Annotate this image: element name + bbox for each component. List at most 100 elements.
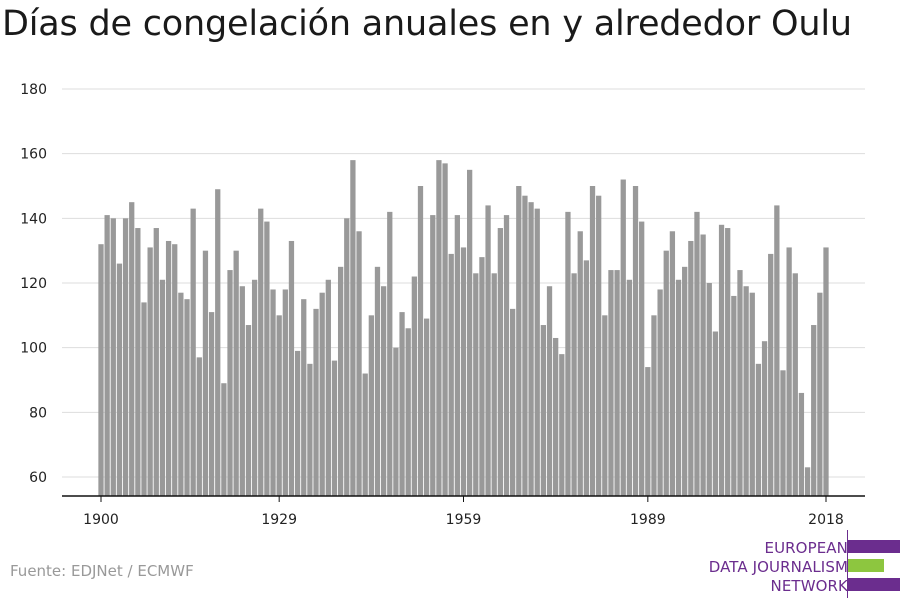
bar-1987 [632,186,639,496]
bar-1967 [510,308,516,496]
bar-1997 [694,211,700,496]
bar-2014 [798,392,805,496]
bar-1913 [178,292,184,496]
y-tick-label-160: 160 [20,147,47,163]
source-note: Fuente: EDJNet / ECMWF [10,562,194,580]
bar-1927 [264,221,270,496]
bar-1935 [313,308,319,496]
bar-1950 [405,328,411,496]
bar-2000 [712,331,719,496]
bar-1924 [245,325,252,496]
bar-1984 [614,270,620,496]
bar-1979 [583,260,590,496]
x-tick-label-1989: 1989 [630,512,666,528]
bar-1988 [639,221,645,496]
bar-1933 [301,299,307,496]
bar-1986 [626,279,633,496]
bar-1938 [331,360,338,496]
bar-1917 [202,250,209,496]
bar-1996 [688,240,694,496]
bar-1953 [423,318,430,496]
bar-1963 [485,205,491,496]
bar-1934 [307,363,313,496]
bar-1964 [491,273,497,496]
bar-2010 [774,205,780,496]
bar-2011 [780,370,786,496]
bar-2016 [811,325,817,496]
bar-2006 [749,292,755,496]
bar-1947 [387,211,393,496]
bar-2001 [718,224,725,497]
bar-1932 [294,350,301,496]
bar-2017 [817,292,823,496]
logo-rule [847,530,848,598]
bar-1937 [325,279,331,496]
bar-1968 [516,186,522,496]
bar-1960 [467,169,473,496]
bar-1992 [663,250,669,496]
bar-1990 [651,315,657,496]
bar-1982 [602,315,608,496]
bar-1976 [565,211,571,496]
bar-1999 [706,283,712,496]
bar-1970 [528,202,534,497]
y-tick-label-60: 60 [29,470,47,486]
bar-1966 [503,215,510,496]
bar-1971 [534,208,540,496]
y-tick-label-180: 180 [20,82,47,98]
logo-bar-bottom [848,578,900,591]
logo-line-2: DATA JOURNALISM [708,558,848,576]
bar-1918 [208,312,215,496]
bar-1994 [675,279,682,496]
bar-1905 [129,202,135,497]
bar-1961 [473,273,479,496]
bar-1925 [251,279,258,496]
bar-1993 [669,231,676,496]
bar-1955 [436,160,442,496]
bar-1940 [344,218,350,496]
bar-1944 [368,315,374,496]
bar-1909 [153,228,159,496]
bar-1919 [215,189,221,497]
logo-line-3: NETWORK [770,577,848,595]
x-tick-label-1900: 1900 [83,512,119,528]
bar-1998 [700,234,706,496]
bar-1942 [356,231,362,496]
bar-1977 [571,273,577,496]
bar-1945 [374,266,381,496]
bar-1951 [411,276,417,496]
bar-1956 [442,163,448,496]
bar-1978 [577,231,583,496]
bar-2009 [768,253,774,496]
bar-1943 [362,373,368,496]
bars-group [98,160,829,497]
bar-2004 [737,270,743,496]
x-axis: 1900 1929 1959 1989 2018 [62,495,865,528]
bar-1904 [122,218,129,496]
bar-1922 [233,250,239,496]
y-tick-label-100: 100 [20,341,47,357]
bar-1991 [657,289,663,496]
bar-1954 [430,215,436,496]
bar-1972 [540,325,547,496]
bar-1974 [553,337,559,496]
bar-1902 [110,218,116,496]
bar-1914 [184,299,190,496]
bar-1980 [589,186,596,496]
y-tick-label-80: 80 [29,405,47,421]
bar-1910 [159,279,166,496]
bar-1975 [559,354,565,496]
bar-1941 [350,160,356,496]
bar-1995 [682,266,688,496]
bar-1903 [116,263,123,496]
bar-1911 [165,240,172,496]
chart-title: Días de congelación anuales en y alreded… [2,4,852,44]
bar-2007 [755,363,762,496]
bar-1962 [479,257,485,496]
y-tick-label-120: 120 [20,276,47,292]
bar-1930 [282,289,288,496]
bar-1952 [417,186,424,496]
logo-bar-top [848,540,900,553]
edjnet-logo[interactable]: EUROPEAN DATA JOURNALISM NETWORK [700,530,900,600]
